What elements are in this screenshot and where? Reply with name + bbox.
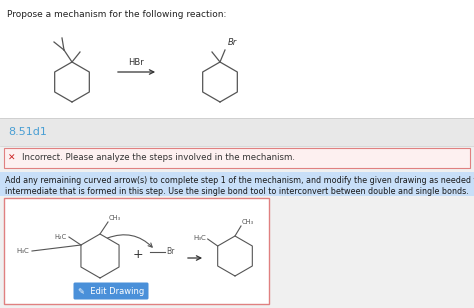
FancyBboxPatch shape [0, 0, 474, 118]
FancyArrowPatch shape [108, 235, 152, 247]
Text: Br: Br [166, 248, 174, 257]
Text: Incorrect. Please analyze the steps involved in the mechanism.: Incorrect. Please analyze the steps invo… [22, 153, 295, 163]
FancyBboxPatch shape [73, 282, 148, 299]
Text: CH₃: CH₃ [242, 219, 254, 225]
Text: H₃C: H₃C [193, 235, 206, 241]
Text: HBr: HBr [128, 58, 144, 67]
Text: Br: Br [228, 38, 237, 47]
Text: H₃C: H₃C [16, 248, 29, 254]
Text: Add any remaining curved arrow(s) to complete step 1 of the mechanism, and modif: Add any remaining curved arrow(s) to com… [5, 176, 474, 185]
FancyBboxPatch shape [4, 148, 470, 168]
Text: 8.51d1: 8.51d1 [8, 127, 47, 137]
Text: ✎  Edit Drawing: ✎ Edit Drawing [78, 286, 144, 295]
FancyBboxPatch shape [0, 172, 474, 196]
FancyBboxPatch shape [4, 198, 269, 304]
Text: H₂C: H₂C [55, 234, 67, 240]
Text: CH₃: CH₃ [109, 215, 121, 221]
Text: Propose a mechanism for the following reaction:: Propose a mechanism for the following re… [7, 10, 227, 19]
Text: ✕: ✕ [8, 153, 16, 163]
Text: +: + [133, 249, 143, 261]
Text: intermediate that is formed in this step. Use the single bond tool to interconve: intermediate that is formed in this step… [5, 187, 469, 196]
FancyBboxPatch shape [0, 118, 474, 146]
